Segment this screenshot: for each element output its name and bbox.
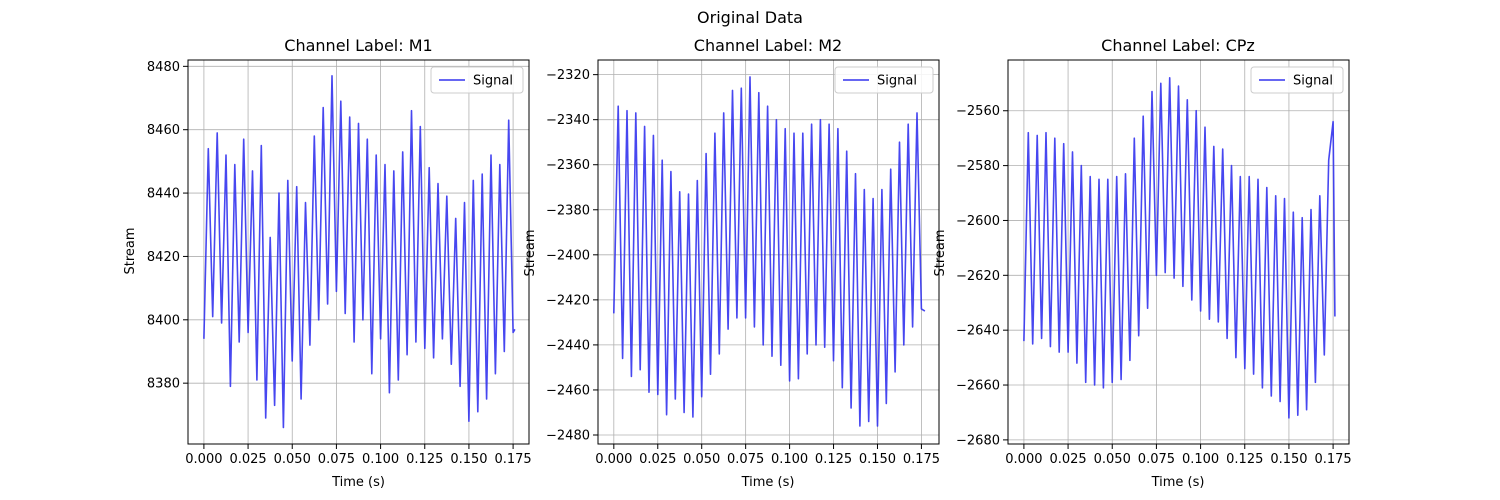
legend-label: Signal [877,74,917,89]
plot-lines [203,75,516,429]
figure-suptitle: Original Data [697,8,803,27]
y-tick-label: −2460 [546,383,590,398]
x-tick-label: 0.025 [229,452,266,467]
y-tick-label: −2340 [546,113,590,128]
legend-label: Signal [1293,74,1333,89]
x-tick-label: 0.100 [1182,452,1219,467]
subplot-title: Channel Label: M1 [284,36,432,55]
legend: Signal [1250,66,1344,94]
y-tick-label: 8380 [147,377,180,392]
y-tick-label: 8480 [147,60,180,75]
x-tick-label: 0.075 [318,452,355,467]
signal-series-line [613,76,926,427]
y-tick-label: −2620 [956,269,1000,284]
x-tick-label: 0.025 [639,452,676,467]
plot-lines [613,76,926,427]
signal-series-line [1023,77,1336,419]
x-tick-label: 0.075 [1138,452,1175,467]
legend-box [1250,66,1344,94]
x-tick-label: 0.150 [1270,452,1307,467]
y-tick-label: −2400 [546,248,590,263]
y-tick-label: 8460 [147,123,180,138]
legend: Signal [834,66,934,94]
plot-lines [1023,77,1336,419]
legend-label: Signal [473,74,513,89]
y-tick-label: −2360 [546,158,590,173]
x-tick-label: 0.175 [494,452,531,467]
y-tick-label: −2380 [546,203,590,218]
y-axis-label: Stream [933,229,948,276]
plot-frame [597,59,940,445]
x-tick-label: 0.150 [859,452,896,467]
legend: Signal [430,66,524,94]
x-tick-label: 0.100 [771,452,808,467]
subplot-title: Channel Label: M2 [694,36,842,55]
x-tick-label: 0.050 [274,452,311,467]
y-axis-label: Stream [123,227,138,274]
y-tick-label: 8440 [147,187,180,202]
x-tick-label: 0.125 [815,452,852,467]
y-tick-label: −2320 [546,68,590,83]
x-ticks: 0.000 0.025 0.050 0.075 0.100 0.125 0.150 0.175 [595,444,940,467]
gridlines [598,60,939,444]
y-tick-label: 8420 [147,250,180,265]
y-tick-label: −2440 [546,338,590,353]
signal-series-line [203,75,516,429]
legend-box [430,66,524,94]
plot-frame [187,59,530,445]
y-tick-label: −2680 [956,433,1000,448]
x-tick-label: 0.100 [362,452,399,467]
y-tick-label: −2560 [956,104,1000,119]
x-axis-label: Time (s) [1151,475,1205,490]
y-axis-label: Stream [523,229,538,276]
x-axis-label: Time (s) [741,475,795,490]
plot-frame [1007,59,1350,445]
x-axis-label: Time (s) [331,475,385,490]
subplot-m1: Channel Label: M1 Time (s) Stream 0.000 0… [123,36,532,490]
x-tick-label: 0.000 [1005,452,1042,467]
subplot-m2: Channel Label: M2 Time (s) Stream 0.000 0… [523,36,940,490]
y-ticks: −2480 −2460 −2440 −2420 −2400 −2380 −2360 −2340… [546,68,598,443]
y-tick-label: −2660 [956,379,1000,394]
y-tick-label: −2420 [546,293,590,308]
subplot-title: Channel Label: CPz [1101,36,1255,55]
y-tick-label: −2600 [956,214,1000,229]
x-tick-label: 0.025 [1049,452,1086,467]
y-tick-label: 8400 [147,313,180,328]
x-tick-label: 0.050 [683,452,720,467]
x-ticks: 0.000 0.025 0.050 0.075 0.100 0.125 0.150 0.175 [185,444,532,467]
legend-box [834,66,934,94]
x-tick-label: 0.150 [450,452,487,467]
x-tick-label: 0.050 [1094,452,1131,467]
x-tick-label: 0.125 [1226,452,1263,467]
y-tick-label: −2480 [546,428,590,443]
x-tick-label: 0.000 [185,452,222,467]
y-ticks: −2680 −2660 −2640 −2620 −2600 −2580 −2560 [956,104,1008,448]
y-tick-label: −2640 [956,324,1000,339]
x-ticks: 0.000 0.025 0.050 0.075 0.100 0.125 0.150 0.175 [1005,444,1352,467]
x-tick-label: 0.175 [903,452,940,467]
y-tick-label: −2580 [956,159,1000,174]
x-tick-label: 0.175 [1314,452,1351,467]
y-ticks: 8380 8400 8420 8440 8460 8480 [147,60,188,392]
subplot-cpz: Channel Label: CPz Time (s) Stream 0.000… [933,36,1352,490]
gridlines [188,60,529,444]
x-tick-label: 0.075 [727,452,764,467]
x-tick-label: 0.000 [595,452,632,467]
x-tick-label: 0.125 [406,452,443,467]
